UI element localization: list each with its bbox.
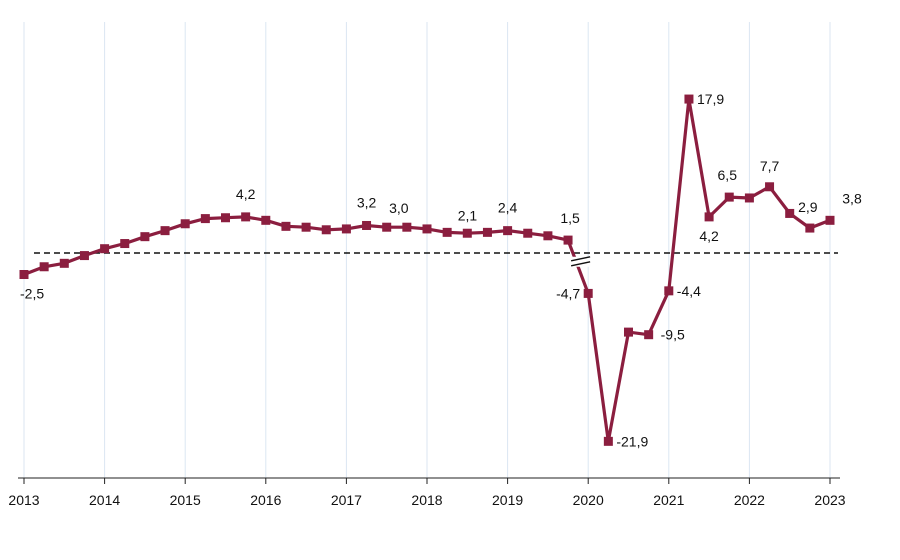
data-point-35 [724,192,734,202]
x-tick-label-2023: 2023 [814,492,845,508]
data-labels: -2,5 4,2 3,2 3,0 2,1 2,4 1,5 -4,7 -21,9 -9,5 -4,4 1… [20,91,862,449]
x-tick-label-2014: 2014 [89,492,120,508]
data-point-24 [503,226,513,236]
data-point-18 [382,222,392,232]
data-label-29: -21,9 [616,433,648,449]
x-tick-label-2018: 2018 [411,492,442,508]
data-point-7 [160,226,170,236]
data-point-29 [603,436,613,446]
data-label-39: 2,9 [798,199,818,215]
data-point-38 [785,208,795,218]
data-label-19: 3,0 [389,200,409,216]
x-tick-label-2013: 2013 [8,492,39,508]
data-point-28 [583,288,593,298]
data-point-27 [563,235,573,245]
data-point-2 [59,258,69,268]
data-point-6 [140,232,150,242]
data-point-32 [664,286,674,296]
data-label-23: 2,1 [458,207,478,223]
data-point-23 [482,227,492,237]
x-tick-label-2015: 2015 [170,492,201,508]
data-point-19 [402,222,412,232]
data-point-34 [704,212,714,222]
data-point-39 [805,223,815,233]
data-point-12 [261,215,271,225]
data-point-17 [362,220,372,230]
x-tick-label-2022: 2022 [734,492,765,508]
data-point-14 [301,222,311,232]
data-label-0: -2,5 [20,286,44,302]
x-axis: 2013 2014 2015 2016 2017 2018 2019 2020 2021 2022… [8,477,846,508]
data-label-40: 3,8 [842,190,862,206]
data-point-3 [79,251,89,261]
data-label-33: 17,9 [697,91,724,107]
data-label-37: 7,7 [760,158,780,174]
data-label-28: -4,7 [556,285,580,301]
data-point-5 [120,239,130,249]
x-tick-label-2020: 2020 [573,492,604,508]
data-point-16 [341,224,351,234]
data-point-13 [281,221,291,231]
series [19,94,835,446]
data-point-21 [442,227,452,237]
data-point-11 [241,212,251,222]
data-label-35: 6,5 [718,167,738,183]
data-point-20 [422,224,432,234]
data-point-4 [100,244,110,254]
data-label-31: -9,5 [661,327,685,343]
data-point-8 [180,219,190,229]
data-point-1 [39,262,49,272]
data-point-25 [523,228,533,238]
data-point-26 [543,231,553,241]
x-tick-label-2016: 2016 [250,492,281,508]
data-label-32: -4,4 [677,283,701,299]
data-label-24: 2,4 [498,200,518,216]
data-label-11: 4,2 [236,186,256,202]
data-point-22 [462,228,472,238]
data-point-33 [684,94,694,104]
data-point-31 [644,330,654,340]
data-label-27: 1,5 [560,210,580,226]
data-point-9 [200,214,210,224]
x-tick-label-2021: 2021 [653,492,684,508]
data-point-30 [624,327,633,337]
data-point-37 [765,182,775,192]
data-label-17: 3,2 [357,194,377,210]
x-tick-label-2017: 2017 [331,492,362,508]
data-point-36 [744,193,754,203]
x-tick-label-2019: 2019 [492,492,523,508]
data-point-40 [825,215,835,225]
vertical-gridlines [23,22,831,478]
data-label-34: 4,2 [699,228,719,244]
data-point-0 [19,270,29,279]
data-point-10 [221,213,230,223]
axis-break-marker [569,256,594,267]
data-point-15 [321,225,331,235]
